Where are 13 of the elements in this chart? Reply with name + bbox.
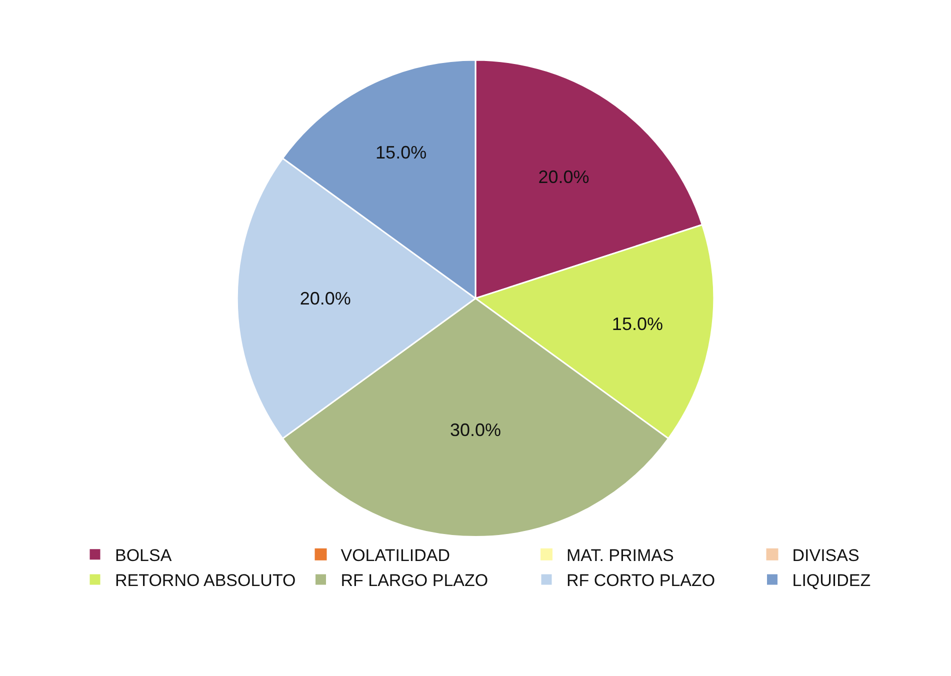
data-label: 15.0% (376, 142, 427, 162)
legend-label: LIQUIDEZ (792, 571, 871, 590)
data-label: 15.0% (612, 314, 663, 334)
legend-label: BOLSA (115, 546, 172, 565)
legend-label: MAT. PRIMAS (566, 546, 674, 565)
legend-label: RF CORTO PLAZO (566, 571, 716, 590)
data-label: 30.0% (450, 420, 502, 440)
legend-label: DIVISAS (792, 546, 860, 565)
legend-label: RETORNO ABSOLUTO (115, 571, 296, 590)
data-label: 20.0% (538, 166, 590, 187)
legend-label: VOLATILIDAD (340, 546, 450, 565)
legend-label: RF LARGO PLAZO (340, 571, 488, 590)
data-label: 20.0% (300, 288, 351, 308)
